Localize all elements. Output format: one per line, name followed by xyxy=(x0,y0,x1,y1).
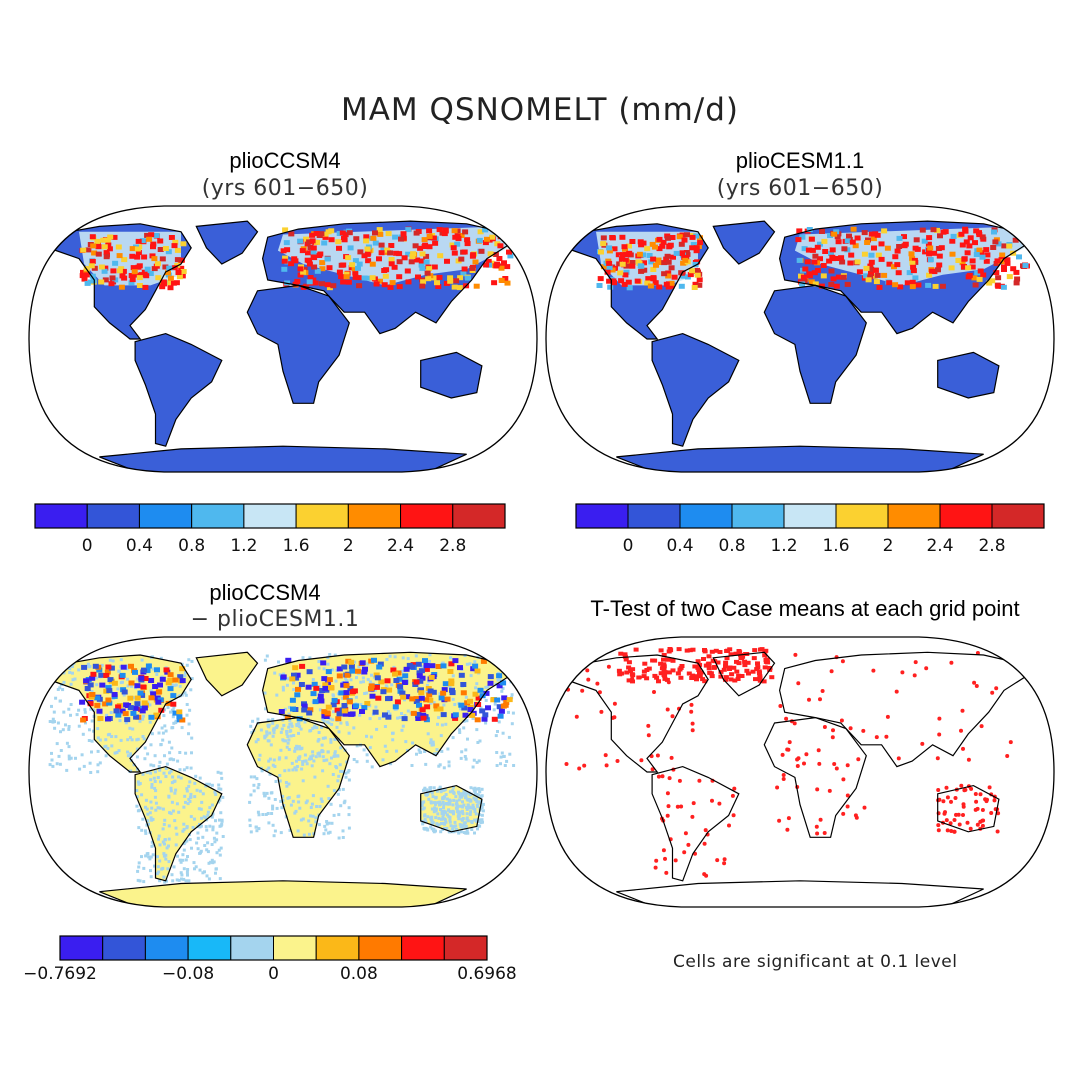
colorbar-tick-label: 2.8 xyxy=(978,536,1006,556)
colorbar-abs-left-labels: 0 0.4 0.8 1.2 1.6 2 2.4 2.8 xyxy=(35,536,505,558)
colorbar-swatch xyxy=(783,503,837,529)
colorbar-abs-right-labels: 0 0.4 0.8 1.2 1.6 2 2.4 2.8 xyxy=(576,536,1044,558)
colorbar-swatch xyxy=(102,935,146,961)
map-panel-2 xyxy=(545,205,1055,473)
colorbar-tick-label: −0.7692 xyxy=(23,964,97,984)
colorbar-swatch xyxy=(627,503,681,529)
colorbar-swatch xyxy=(401,935,445,961)
colorbar-tick-label: 0.6968 xyxy=(457,964,517,984)
colorbar-tick-label: 0.4 xyxy=(125,536,153,556)
colorbar-swatch xyxy=(230,935,275,961)
significance-note: Cells are significant at 0.1 level xyxy=(673,952,958,972)
figure-title: MAM QSNOMELT (mm/d) xyxy=(340,92,740,128)
panel-4-title: T-Test of two Case means at each grid po… xyxy=(590,596,1020,621)
colorbar-tick-label: 2.4 xyxy=(926,536,954,556)
colorbar-abs-left xyxy=(34,503,506,529)
colorbar-tick-label: 0.8 xyxy=(178,536,206,556)
colorbar-tick-label: 2 xyxy=(342,536,354,556)
colorbar-tick-label: 0.08 xyxy=(339,964,378,984)
map-panel-3 xyxy=(28,636,538,908)
colorbar-tick-label: 0 xyxy=(81,536,93,556)
colorbar-tick-label: 0.4 xyxy=(666,536,694,556)
colorbar-swatch xyxy=(443,935,488,961)
colorbar-swatch xyxy=(138,503,193,529)
colorbar-tick-label: 1.6 xyxy=(282,536,310,556)
colorbar-swatch xyxy=(679,503,733,529)
colorbar-swatch xyxy=(452,503,506,529)
colorbar-swatch xyxy=(191,503,245,529)
colorbar-tick-label: 0 xyxy=(268,964,279,984)
colorbar-swatch xyxy=(575,503,629,529)
colorbar-swatch xyxy=(315,935,360,961)
map-panel-1 xyxy=(28,205,538,473)
map-panel-4 xyxy=(545,636,1055,908)
panel-3-subtitle: − plioCESM1.1 xyxy=(190,607,360,632)
colorbar-swatch xyxy=(187,935,232,961)
colorbar-swatch xyxy=(835,503,889,529)
colorbar-swatch xyxy=(939,503,993,529)
colorbar-swatch xyxy=(273,935,317,961)
colorbar-tick-label: 2 xyxy=(882,536,894,556)
panel-2-subtitle: (yrs 601−650) xyxy=(716,176,884,201)
colorbar-swatch xyxy=(358,935,403,961)
colorbar-tick-label: 0.8 xyxy=(718,536,746,556)
colorbar-swatch xyxy=(347,503,402,529)
colorbar-swatch xyxy=(243,503,297,529)
panel-1-subtitle: (yrs 601−650) xyxy=(201,176,369,201)
colorbar-tick-label: −0.08 xyxy=(162,964,215,984)
colorbar-swatch xyxy=(86,503,140,529)
colorbar-swatch xyxy=(991,503,1045,529)
colorbar-diff-labels: −0.7692 −0.08 0 0.08 0.6968 xyxy=(23,964,517,986)
colorbar-swatch xyxy=(144,935,189,961)
colorbar-swatch xyxy=(887,503,941,529)
colorbar-swatch xyxy=(731,503,785,529)
colorbar-tick-label: 0 xyxy=(622,536,634,556)
colorbar-tick-label: 1.2 xyxy=(230,536,258,556)
panel-1-title: plioCCSM4 xyxy=(229,148,341,173)
colorbar-diff xyxy=(59,935,488,961)
colorbar-swatch xyxy=(59,935,104,961)
colorbar-abs-right xyxy=(575,503,1045,529)
colorbar-swatch xyxy=(34,503,88,529)
panel-2-title: plioCESM1.1 xyxy=(735,148,865,173)
panel-3-title: plioCCSM4 xyxy=(209,580,321,605)
colorbar-tick-label: 2.8 xyxy=(439,536,467,556)
colorbar-tick-label: 1.2 xyxy=(770,536,798,556)
colorbar-tick-label: 2.4 xyxy=(387,536,415,556)
colorbar-swatch xyxy=(295,503,349,529)
colorbar-tick-label: 1.6 xyxy=(822,536,850,556)
colorbar-swatch xyxy=(400,503,454,529)
